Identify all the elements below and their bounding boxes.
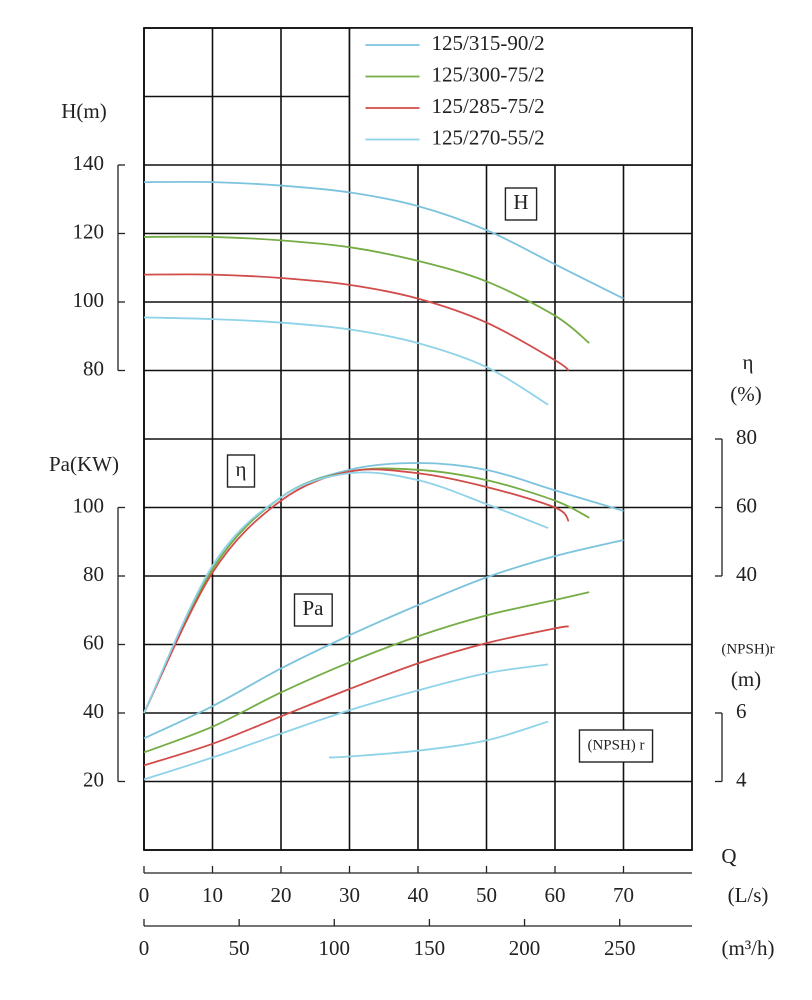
x-tick-label: 100	[319, 936, 351, 960]
curve-pa	[143, 625, 569, 767]
y-tick-label: 140	[73, 151, 105, 175]
x-axis-label: Q	[721, 844, 736, 868]
x-tick-label: 70	[613, 883, 634, 907]
curve-npsh	[328, 720, 549, 759]
x-unit-label: (L/s)	[728, 883, 769, 907]
axis-label: Pa(KW)	[49, 452, 119, 476]
annotation: (NPSH) r	[587, 737, 644, 753]
curve-pa	[143, 591, 590, 754]
annotation: Pa	[303, 596, 325, 620]
x-tick-label: 0	[139, 936, 150, 960]
annotation: H	[513, 190, 528, 214]
annotation-box	[226, 454, 256, 488]
curve-eta	[143, 467, 590, 714]
legend-label: 125/285-75/2	[432, 94, 545, 118]
y-tick-label: 60	[83, 630, 104, 654]
y-tick-label: 4	[736, 767, 747, 791]
x-tick-label: 0	[139, 883, 150, 907]
x-tick-label: 20	[271, 883, 292, 907]
legend-label: 125/315-90/2	[432, 31, 545, 55]
x-tick-label: 40	[408, 883, 429, 907]
y-tick-label: 40	[83, 699, 104, 723]
curve-h	[143, 273, 570, 372]
x-tick-label: 200	[509, 936, 541, 960]
legend-label: 125/270-55/2	[432, 125, 545, 149]
legend-label: 125/300-75/2	[432, 62, 545, 86]
y-tick-label: 60	[736, 493, 757, 517]
curve-h	[143, 316, 549, 406]
axis-label: η	[743, 350, 754, 374]
x-tick-label: 60	[545, 883, 566, 907]
y-tick-label: 100	[73, 493, 105, 517]
y-tick-label: 20	[83, 767, 104, 791]
curve-eta	[143, 471, 549, 714]
x-tick-label: 250	[604, 936, 636, 960]
annotation-box	[578, 729, 654, 763]
axis-label: (%)	[730, 382, 761, 406]
x-tick-label: 30	[339, 883, 360, 907]
x-tick-label: 50	[476, 883, 497, 907]
curve-h	[143, 235, 590, 344]
y-tick-label: 80	[83, 356, 104, 380]
y-tick-label: 100	[73, 288, 105, 312]
y-tick-label: 80	[83, 562, 104, 586]
y-tick-label: 6	[736, 699, 747, 723]
axis-label: H(m)	[61, 99, 107, 123]
annotation: η	[236, 457, 247, 481]
y-tick-label: 40	[736, 562, 757, 586]
x-tick-label: 10	[202, 883, 223, 907]
curve-h	[143, 180, 624, 300]
x-tick-label: 50	[229, 936, 250, 960]
curve-pa	[143, 539, 624, 740]
curve-eta	[143, 468, 570, 714]
axis-label: (NPSH)r	[721, 641, 774, 657]
annotation-box	[504, 187, 538, 221]
y-tick-label: 80	[736, 425, 757, 449]
axis-label: (m)	[731, 667, 761, 691]
y-tick-label: 120	[73, 219, 105, 243]
x-unit-label: (m³/h)	[722, 936, 775, 960]
x-tick-label: 150	[414, 936, 446, 960]
annotation-box	[293, 593, 333, 627]
legend	[348, 27, 693, 166]
curve-pa	[143, 663, 549, 781]
